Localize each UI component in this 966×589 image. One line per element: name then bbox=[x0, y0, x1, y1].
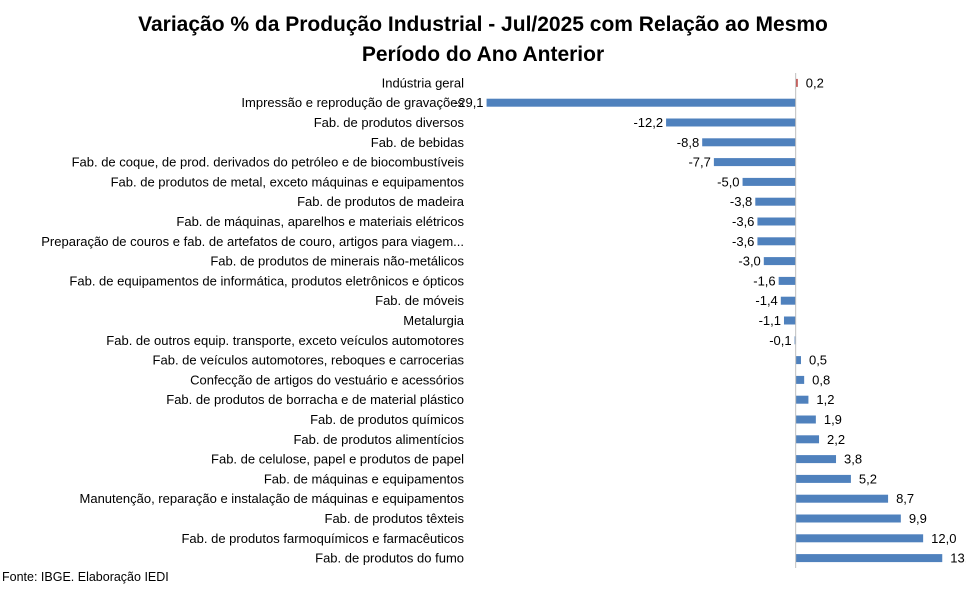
category-label: Confecção de artigos do vestuário e aces… bbox=[190, 372, 464, 387]
category-label: Fab. de celulose, papel e produtos de pa… bbox=[211, 452, 464, 467]
data-label: 1,2 bbox=[816, 392, 834, 407]
bar-2 bbox=[486, 98, 796, 107]
data-label: 12,0 bbox=[931, 531, 956, 546]
data-label: -12,2 bbox=[633, 115, 663, 130]
data-label: -3,6 bbox=[732, 234, 754, 249]
category-label: Fab. de produtos diversos bbox=[314, 115, 465, 130]
data-label: -29,1 bbox=[454, 95, 484, 110]
category-label: Fab. de produtos têxteis bbox=[325, 511, 465, 526]
category-label: Fab. de máquinas e equipamentos bbox=[264, 471, 465, 486]
data-label: -8,8 bbox=[677, 135, 699, 150]
bar-21 bbox=[795, 474, 851, 483]
data-label: 8,7 bbox=[896, 491, 914, 506]
bar-9 bbox=[757, 237, 796, 246]
category-label: Fab. de produtos alimentícios bbox=[293, 432, 464, 447]
category-label: Fab. de móveis bbox=[375, 293, 464, 308]
bar-24 bbox=[795, 534, 924, 543]
data-label: 0,8 bbox=[812, 372, 830, 387]
bar-16 bbox=[795, 375, 805, 384]
bar-18 bbox=[795, 415, 816, 424]
bar-8 bbox=[757, 217, 796, 226]
category-label: Fab. de máquinas, aparelhos e materiais … bbox=[176, 214, 464, 229]
bar-11 bbox=[778, 276, 796, 285]
data-label: -1,6 bbox=[753, 273, 775, 288]
bar-19 bbox=[795, 435, 820, 444]
chart-title-line-1: Variação % da Produção Industrial - Jul/… bbox=[138, 13, 828, 36]
data-label: -7,7 bbox=[688, 155, 710, 170]
data-label: -3,6 bbox=[732, 214, 754, 229]
category-label: Fab. de produtos de borracha e de materi… bbox=[166, 392, 464, 407]
data-label: 9,9 bbox=[909, 511, 927, 526]
bar-10 bbox=[763, 257, 796, 266]
bar-5 bbox=[713, 158, 796, 167]
data-label: -3,0 bbox=[738, 254, 760, 269]
bar-12 bbox=[780, 296, 796, 305]
bar-25 bbox=[795, 554, 943, 563]
category-label: Preparação de couros e fab. de artefatos… bbox=[41, 234, 464, 249]
category-label: Indústria geral bbox=[382, 75, 464, 90]
bar-14 bbox=[794, 336, 796, 345]
bar-23 bbox=[795, 514, 901, 523]
category-label: Fab. de produtos farmoquímicos e farmacê… bbox=[181, 531, 464, 546]
category-label: Fab. de veículos automotores, reboques e… bbox=[153, 353, 465, 368]
data-label: -0,1 bbox=[769, 333, 791, 348]
bar-7 bbox=[755, 197, 796, 206]
data-label: -3,8 bbox=[730, 194, 752, 209]
source-note: Fonte: IBGE. Elaboração IEDI bbox=[2, 570, 169, 584]
bar-6 bbox=[742, 177, 796, 186]
bar-4 bbox=[702, 138, 796, 147]
category-label: Fab. de equipamentos de informática, pro… bbox=[69, 273, 464, 288]
category-label: Fab. de produtos do fumo bbox=[315, 551, 464, 566]
chart-title: Variação % da Produção Industrial - Jul/… bbox=[0, 10, 966, 70]
bar-3 bbox=[666, 118, 796, 127]
category-label: Metalurgia bbox=[403, 313, 464, 328]
data-label: 1,9 bbox=[824, 412, 842, 427]
data-label: 3,8 bbox=[844, 452, 862, 467]
category-label: Fab. de coque, de prod. derivados do pet… bbox=[72, 155, 465, 170]
bar-1 bbox=[795, 78, 798, 87]
data-label: 13,8 bbox=[950, 551, 966, 566]
category-label: Fab. de produtos químicos bbox=[310, 412, 464, 427]
data-label: 0,5 bbox=[809, 353, 827, 368]
data-label: -5,0 bbox=[717, 174, 739, 189]
data-label: 0,2 bbox=[806, 75, 824, 90]
category-label: Fab. de bebidas bbox=[371, 135, 465, 150]
bar-15 bbox=[795, 356, 801, 365]
bar-13 bbox=[783, 316, 796, 325]
category-label: Fab. de outros equip. transporte, exceto… bbox=[106, 333, 464, 348]
bar-22 bbox=[795, 494, 889, 503]
data-label: -1,4 bbox=[755, 293, 777, 308]
category-label: Manutenção, reparação e instalação de má… bbox=[80, 491, 465, 506]
chart-title-line-2: Período do Ano Anterior bbox=[361, 43, 605, 66]
data-label: -1,1 bbox=[759, 313, 781, 328]
data-label: 2,2 bbox=[827, 432, 845, 447]
category-label: Fab. de produtos de madeira bbox=[297, 194, 465, 209]
category-label: Impressão e reprodução de gravações bbox=[241, 95, 464, 110]
category-label: Fab. de produtos de metal, exceto máquin… bbox=[111, 174, 465, 189]
bar-20 bbox=[795, 455, 837, 464]
category-label: Fab. de produtos de minerais não-metálic… bbox=[210, 254, 464, 269]
bar-17 bbox=[795, 395, 809, 404]
data-label: 5,2 bbox=[859, 471, 877, 486]
